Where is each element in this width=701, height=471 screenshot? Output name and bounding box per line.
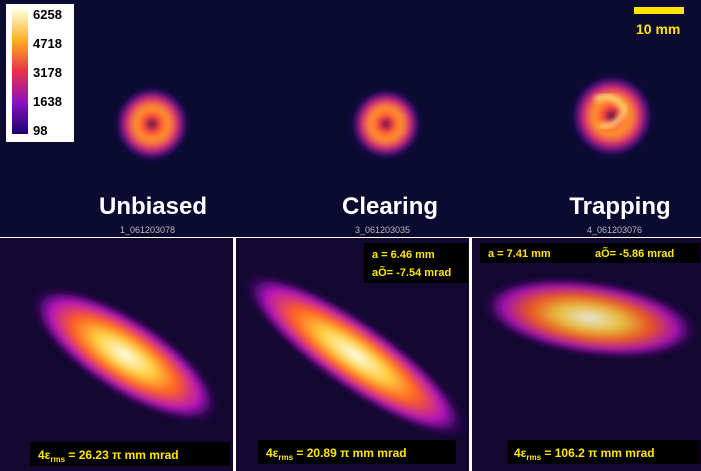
- annotation: aÕ= -5.86 mrad: [595, 247, 674, 260]
- phase-space: [242, 272, 468, 438]
- phase-space: [480, 277, 700, 359]
- image-id: 4_061203076: [587, 225, 642, 235]
- annotation-box: [508, 440, 700, 464]
- beam-image: [352, 90, 420, 158]
- annotation: aÕ= -7.54 mrad: [372, 266, 451, 279]
- colorbar-tick: 1638: [33, 94, 62, 109]
- annotation-box: [258, 440, 456, 464]
- annotation-box: [480, 243, 700, 263]
- panel-label: Clearing: [342, 193, 438, 220]
- annotation-box: [30, 442, 230, 466]
- annotation: a = 6.46 mm: [372, 249, 435, 261]
- annotation: a = 7.41 mm: [488, 248, 551, 260]
- image-id: 1_061203078: [120, 225, 175, 235]
- emittance: 4εrms = 26.23 π mm mrad: [38, 448, 179, 464]
- beam-image: [116, 88, 188, 160]
- colorbar-tick: 4718: [33, 36, 62, 51]
- phase-space: [30, 287, 220, 423]
- panel-label: Unbiased: [99, 193, 207, 220]
- emittance: 4εrms = 106.2 π mm mrad: [514, 446, 655, 462]
- emittance: 4εrms = 20.89 π mm mrad: [266, 446, 407, 462]
- colorbar-tick: 3178: [33, 65, 62, 80]
- colorbar-tick: 98: [33, 123, 47, 138]
- scale-label: 10 mm: [636, 21, 680, 37]
- colorbar: [12, 9, 28, 134]
- panel-label: Trapping: [569, 193, 670, 220]
- scale-bar: [634, 7, 684, 14]
- annotation-box: [364, 243, 468, 283]
- image-id: 3_061203035: [355, 225, 410, 235]
- beam-structure: [593, 94, 628, 129]
- colorbar-tick: 6258: [33, 7, 62, 22]
- beam-image: [572, 76, 652, 156]
